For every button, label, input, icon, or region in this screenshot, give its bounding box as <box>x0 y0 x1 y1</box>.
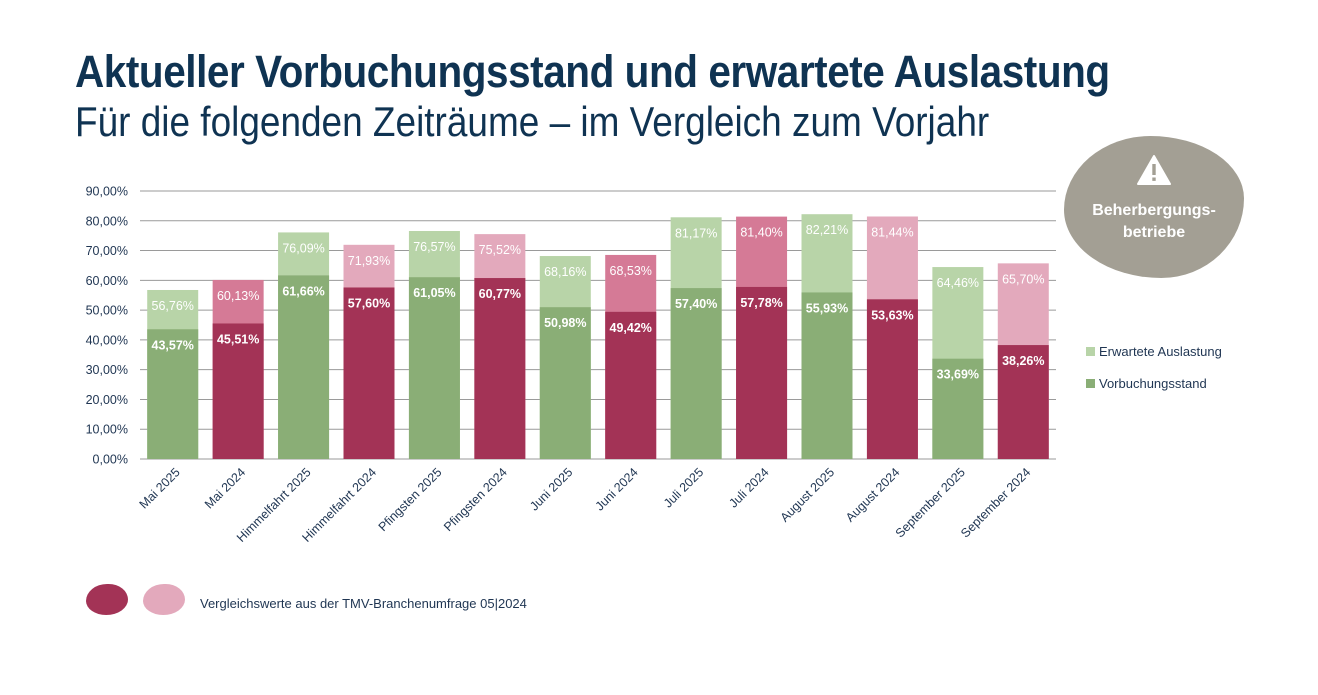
bar-booked <box>278 275 330 459</box>
bar-booked <box>670 288 722 459</box>
bar-booked <box>866 299 918 459</box>
bar-booked <box>801 292 853 459</box>
bar-booked <box>736 286 788 459</box>
data-label-booked: 57,60% <box>348 296 390 310</box>
comparison-swatch-light <box>143 584 185 615</box>
x-tick-label: Juli 2025 <box>661 465 706 510</box>
data-label-expected: 76,09% <box>282 241 324 255</box>
y-tick-label: 80,00% <box>86 214 128 228</box>
data-label-expected: 64,46% <box>937 276 979 290</box>
x-tick-label: Mai 2025 <box>137 465 183 511</box>
data-label-booked: 55,93% <box>806 301 848 315</box>
x-tick-label: Juni 2025 <box>527 465 575 513</box>
legend-label: Vorbuchungsstand <box>1099 376 1207 391</box>
x-tick-label: September 2024 <box>958 465 1033 540</box>
badge-line-2: betriebe <box>1122 224 1186 241</box>
data-label-expected: 81,17% <box>675 226 717 240</box>
data-label-booked: 45,51% <box>217 332 259 346</box>
page-title: Aktueller Vorbuchungsstand und erwartete… <box>75 46 1110 97</box>
warning-icon <box>1137 155 1171 185</box>
y-tick-label: 30,00% <box>86 363 128 377</box>
y-tick-label: 0,00% <box>93 453 128 467</box>
x-tick-label: September 2025 <box>893 465 968 540</box>
data-label-expected: 68,16% <box>544 265 586 279</box>
data-label-expected: 82,21% <box>806 223 848 237</box>
data-label-booked: 50,98% <box>544 316 586 330</box>
data-label-expected: 76,57% <box>413 240 455 254</box>
bar-booked <box>408 277 460 459</box>
legend-swatch <box>1086 379 1095 388</box>
y-tick-label: 10,00% <box>86 423 128 437</box>
bar-booked <box>997 345 1049 459</box>
data-label-expected: 56,76% <box>152 299 194 313</box>
x-tick-label: Mai 2024 <box>202 465 248 511</box>
data-label-expected: 60,13% <box>217 289 259 303</box>
data-label-booked: 38,26% <box>1002 354 1044 368</box>
comparison-note: Vergleichswerte aus der TMV-Branchenumfr… <box>200 596 527 611</box>
bar-booked <box>212 323 264 459</box>
x-tick-label: Pfingsten 2024 <box>441 465 510 534</box>
data-label-expected: 68,53% <box>610 264 652 278</box>
data-label-expected: 71,93% <box>348 254 390 268</box>
data-label-booked: 57,40% <box>675 297 717 311</box>
legend-swatch <box>1086 347 1095 356</box>
data-label-booked: 53,63% <box>871 308 913 322</box>
x-tick-label: August 2024 <box>843 465 903 525</box>
y-tick-label: 50,00% <box>86 304 128 318</box>
data-label-booked: 57,78% <box>740 296 782 310</box>
bar-booked <box>932 358 984 459</box>
bar-booked <box>343 287 395 459</box>
x-tick-label: August 2025 <box>778 465 838 525</box>
badge-label: Beherbergungs- betriebe <box>1064 200 1244 244</box>
y-tick-label: 60,00% <box>86 274 128 288</box>
data-label-expected: 65,70% <box>1002 272 1044 286</box>
bar-booked <box>539 307 591 459</box>
data-label-booked: 49,42% <box>610 321 652 335</box>
comparison-swatch-dark <box>86 584 128 615</box>
page-subtitle: Für die folgenden Zeiträume – im Verglei… <box>75 98 990 145</box>
bar-booked <box>474 278 526 459</box>
data-label-booked: 43,57% <box>152 338 194 352</box>
badge-line-1: Beherbergungs- <box>1092 202 1216 219</box>
data-label-booked: 33,69% <box>937 368 979 382</box>
x-tick-label: Juli 2024 <box>726 465 771 510</box>
data-label-booked: 61,05% <box>413 286 455 300</box>
x-tick-label: Juni 2024 <box>593 465 641 513</box>
data-label-booked: 61,66% <box>282 284 324 298</box>
segment-badge: Beherbergungs- betriebe <box>1064 136 1244 278</box>
bar-booked <box>605 311 657 459</box>
data-label-booked: 60,77% <box>479 287 521 301</box>
bar-booked <box>147 329 199 459</box>
y-tick-label: 70,00% <box>86 244 128 258</box>
x-tick-label: Pfingsten 2025 <box>376 465 445 534</box>
legend-label: Erwartete Auslastung <box>1099 344 1222 359</box>
y-tick-label: 90,00% <box>86 185 128 199</box>
data-label-expected: 75,52% <box>479 243 521 257</box>
y-tick-label: 20,00% <box>86 393 128 407</box>
data-label-expected: 81,40% <box>740 226 782 240</box>
data-label-expected: 81,44% <box>871 225 913 239</box>
y-tick-label: 40,00% <box>86 333 128 347</box>
